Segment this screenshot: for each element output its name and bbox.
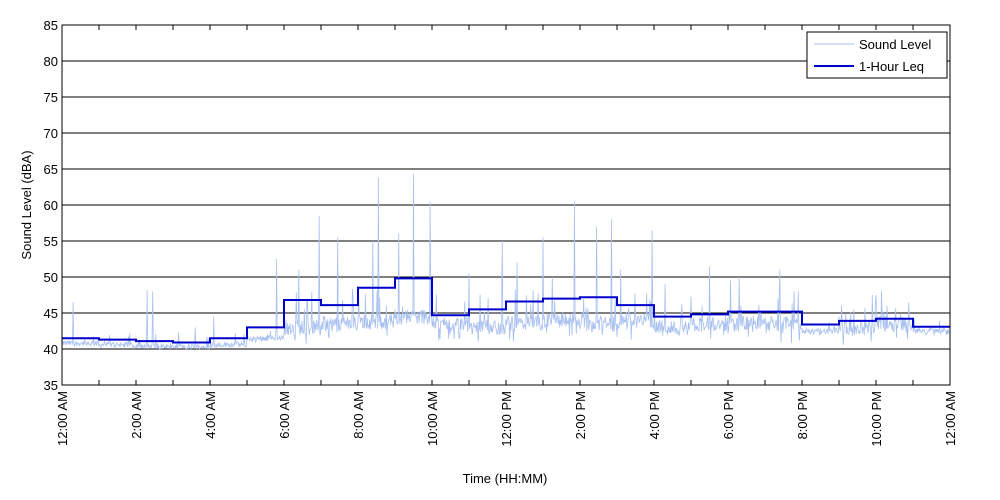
x-tick-label: 10:00 PM: [869, 391, 884, 447]
y-tick-label: 85: [44, 18, 58, 33]
grid-lines: [62, 60, 950, 350]
y-tick-label: 50: [44, 270, 58, 285]
x-tick-label: 6:00 AM: [277, 391, 292, 439]
x-tick-label: 6:00 PM: [721, 391, 736, 439]
y-tick-label: 35: [44, 378, 58, 393]
y-tick-label: 60: [44, 198, 58, 213]
x-tick-label: 12:00 AM: [55, 391, 70, 446]
axis-ticks: [98, 25, 914, 385]
x-tick-label: 4:00 AM: [203, 391, 218, 439]
x-tick-label: 4:00 PM: [647, 391, 662, 439]
x-tick-label: 10:00 AM: [425, 391, 440, 446]
legend-label-1-hour-leq: 1-Hour Leq: [859, 59, 924, 74]
legend: Sound Level 1-Hour Leq: [806, 31, 948, 79]
series-line-1-hour-leq: [62, 277, 950, 344]
y-tick-label: 75: [44, 90, 58, 105]
x-tick-labels: 12:00 AM 2:00 AM 4:00 AM 6:00 AM 8:00 AM 10:0…: [55, 391, 958, 447]
y-tick-label: 40: [44, 342, 58, 357]
legend-label-sound-level: Sound Level: [859, 37, 931, 52]
x-axis-label: Time (HH:MM): [463, 471, 548, 486]
y-tick-labels: 35 40 45 50 55 60 65 70 75 80 85: [44, 18, 58, 393]
x-tick-label: 2:00 AM: [129, 391, 144, 439]
legend-box: [806, 31, 948, 79]
x-tick-label: 12:00 AM: [943, 391, 958, 446]
x-tick-label: 2:00 PM: [573, 391, 588, 439]
plot-frame: [61, 24, 951, 386]
y-tick-label: 65: [44, 162, 58, 177]
x-tick-label: 8:00 AM: [351, 391, 366, 439]
y-tick-label: 45: [44, 306, 58, 321]
x-tick-label: 12:00 PM: [499, 391, 514, 447]
series-line-sound-level: [61, 173, 951, 351]
y-tick-label: 55: [44, 234, 58, 249]
y-tick-label: 70: [44, 126, 58, 141]
y-axis-label: Sound Level (dBA): [19, 150, 34, 259]
x-tick-label: 8:00 PM: [795, 391, 810, 439]
y-tick-label: 80: [44, 54, 58, 69]
